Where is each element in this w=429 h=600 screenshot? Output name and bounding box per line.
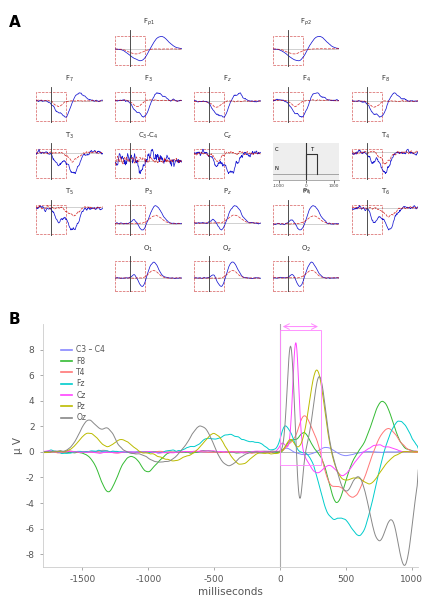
Text: F$_4$: F$_4$ (302, 74, 311, 85)
Text: T$_3$: T$_3$ (65, 131, 74, 141)
Text: C$_3$-C$_4$: C$_3$-C$_4$ (138, 131, 159, 141)
Text: A: A (9, 15, 20, 30)
X-axis label: ms: ms (302, 188, 310, 193)
Text: T$_5$: T$_5$ (65, 187, 74, 197)
X-axis label: milliseconds: milliseconds (198, 587, 263, 597)
Y-axis label: μ V: μ V (13, 437, 23, 454)
Text: T$_4$: T$_4$ (381, 131, 390, 141)
Bar (280, 331, 321, 464)
Text: T: T (311, 148, 314, 152)
Text: N: N (275, 166, 278, 171)
Text: P$_4$: P$_4$ (302, 187, 311, 197)
Text: C$_z$: C$_z$ (223, 131, 232, 141)
Text: F$_7$: F$_7$ (65, 74, 74, 85)
Text: F$_8$: F$_8$ (381, 74, 390, 85)
Text: F$_{p2}$: F$_{p2}$ (300, 16, 312, 28)
Text: O$_z$: O$_z$ (222, 244, 233, 254)
Text: P$_z$: P$_z$ (223, 187, 232, 197)
Text: O$_1$: O$_1$ (143, 244, 154, 254)
Text: B: B (9, 312, 20, 327)
Text: P$_3$: P$_3$ (144, 187, 153, 197)
Text: F$_3$: F$_3$ (144, 74, 153, 85)
Text: F$_z$: F$_z$ (223, 74, 232, 85)
Legend: C3 – C4, F8, T4, Fz, Cz, Pz, Oz: C3 – C4, F8, T4, Fz, Cz, Pz, Oz (58, 343, 108, 425)
Text: O$_2$: O$_2$ (301, 244, 311, 254)
Text: F$_{p1}$: F$_{p1}$ (142, 16, 154, 28)
Text: T$_6$: T$_6$ (381, 187, 390, 197)
Text: C: C (275, 148, 278, 152)
